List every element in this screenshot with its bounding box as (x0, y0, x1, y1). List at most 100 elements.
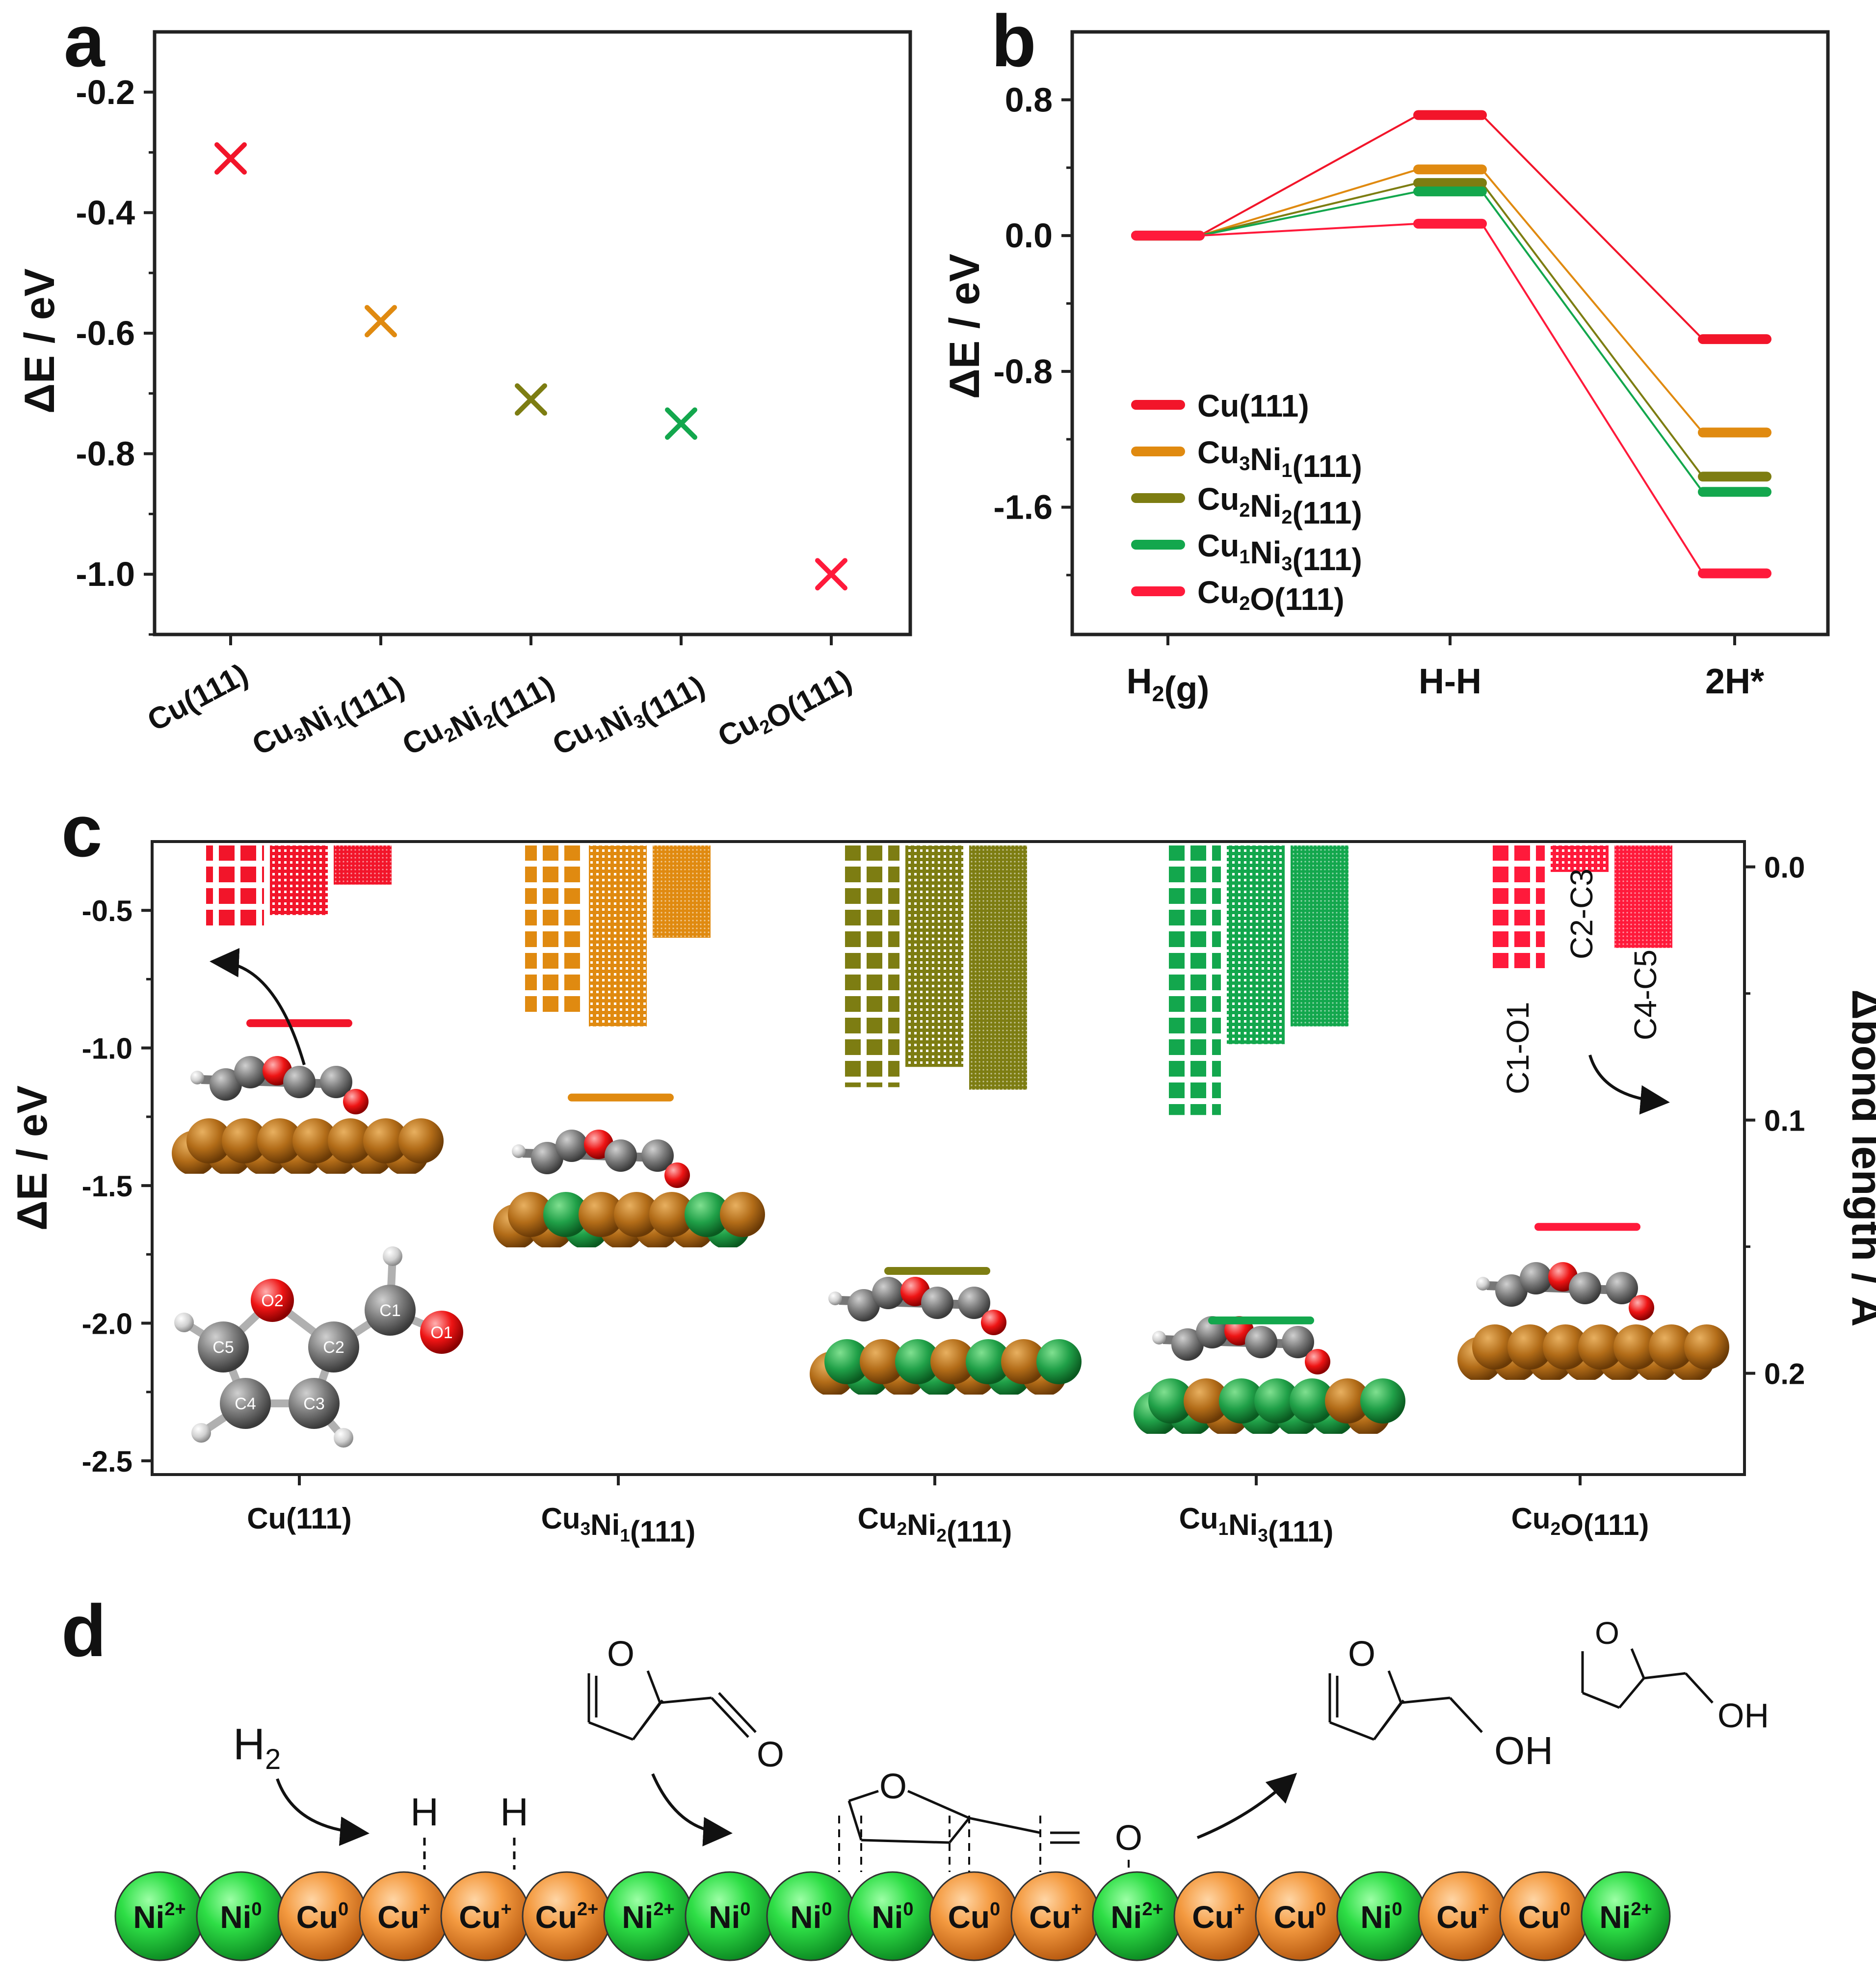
o-atom (1305, 1349, 1330, 1374)
c-atom (1245, 1326, 1277, 1358)
c-atom (605, 1139, 637, 1172)
cu-sphere: Cu+ (1418, 1871, 1508, 1961)
cu-sphere: Cu+ (1010, 1871, 1101, 1961)
panel-a-marker-cu2ni2 (515, 383, 547, 416)
panel-a-marker-cu111 (214, 142, 247, 175)
cu-sphere: Cu2+ (522, 1871, 612, 1961)
ring-bond (1630, 1648, 1645, 1679)
adsorption-structure (805, 1277, 1082, 1424)
furfural-atom-label: C2 (323, 1338, 344, 1357)
cu-atom (930, 1339, 976, 1384)
adsorption-structure (1453, 1262, 1729, 1409)
panel-b-connector (1481, 223, 1704, 574)
c-atom (847, 1289, 880, 1321)
panel-c-ylabel-right: Δbond length / Å (1843, 989, 1876, 1327)
panel-c-frame (151, 840, 1746, 1476)
o-atom (420, 1311, 463, 1354)
furfural-atom-label: O1 (430, 1323, 452, 1342)
panel-a-marker-cu2o (815, 558, 847, 591)
side-bond (660, 1696, 712, 1704)
panel-c-x-ticks: Cu(111) Cu3Ni1(111) Cu2Ni2(111) Cu1Ni3(111)… (247, 1475, 1649, 1548)
panel-a-marker-cu1ni3 (665, 407, 697, 440)
c-atom (1520, 1262, 1552, 1294)
c-atom (872, 1277, 904, 1309)
cu-atom (614, 1192, 659, 1237)
panel-c-bond-label: C1-O1 (1500, 1002, 1535, 1095)
ni-atom (895, 1339, 940, 1384)
c-atom (1495, 1274, 1528, 1307)
panel-a-chart: a ΔE / eV -0.2-0.4-0.6-0.8-1.0 Cu(111)Cu… (16, 0, 912, 762)
cu-atom (579, 1192, 624, 1237)
cu-atom (1543, 1324, 1588, 1370)
cu-sphere: Cu0 (277, 1871, 368, 1961)
panel-a-marker-stroke (815, 558, 847, 591)
ni-atom (824, 1339, 870, 1384)
panel-b-legend-label: Cu1Ni3(111) (1197, 528, 1362, 577)
panel-a-y-tick-label: -0.6 (76, 314, 135, 352)
cu-atom (508, 1192, 553, 1237)
o-atom (343, 1089, 369, 1114)
panel-a-x-ticks: Cu(111)Cu3Ni1(111)Cu2Ni2(111)Cu1Ni3(111)… (142, 634, 857, 762)
panel-c-bar-c2-c3 (270, 845, 328, 915)
adsorbed-h-label: H (410, 1790, 439, 1834)
c-atom (198, 1321, 249, 1372)
panel-c-ylabel: ΔE / eV (9, 1085, 56, 1231)
ni-sphere: Ni0 (766, 1871, 856, 1961)
oh-label: OH (1494, 1729, 1553, 1772)
c-atom (641, 1139, 674, 1172)
sphere-label: Cu+ (1029, 1899, 1082, 1935)
ni-atom (966, 1339, 1011, 1384)
cu-atom (1649, 1324, 1694, 1370)
panel-c-bond-label: C2-C3 (1564, 869, 1599, 959)
ni-atom (1290, 1378, 1335, 1424)
panel-a-y-tick-label: -1.0 (76, 555, 135, 593)
sphere-label: Cu2+ (535, 1899, 599, 1935)
panel-b-connector (1199, 222, 1419, 237)
c-atom (921, 1287, 953, 1319)
slab-cut (1129, 1434, 1394, 1463)
c-atom (1606, 1272, 1638, 1304)
panel-c-bond-bars (206, 845, 1672, 1115)
sphere-label: Cu0 (948, 1899, 1000, 1935)
cu-atom (1507, 1324, 1553, 1370)
ni-atom (685, 1192, 730, 1237)
c-atom (289, 1378, 340, 1429)
panel-b-connector (1481, 190, 1704, 493)
cu-atom (1684, 1324, 1729, 1370)
panel-b-connector (1481, 168, 1704, 433)
ni-sphere: Ni2+ (603, 1871, 693, 1961)
panel-d-scheme: d Ni2+ Ni0 Cu0 Cu+ Cu+ Cu2+ Ni2+ Ni0 Ni0 Ni0 Cu0 Cu… (61, 1589, 1769, 1961)
panel-c-y-tick-label: -1.5 (82, 1170, 132, 1203)
panel-label-a: a (64, 0, 106, 82)
panel-b-y-tick-label: -0.8 (993, 352, 1053, 391)
o-label: O (607, 1635, 634, 1674)
side-bond (718, 1692, 757, 1733)
panel-c-y-tick-right-label: 0.2 (1764, 1358, 1805, 1391)
cu-sphere: Cu0 (1255, 1871, 1345, 1961)
ni-sphere: Ni0 (685, 1871, 775, 1961)
panel-c-bar-c4-c5 (1291, 845, 1348, 1027)
c-atom (1282, 1326, 1314, 1358)
panel-b-x-tick-label: 2H* (1705, 662, 1764, 701)
ni-atom (1148, 1378, 1193, 1424)
cu-atom (292, 1118, 338, 1163)
cu-sphere: Cu0 (1499, 1871, 1589, 1961)
arrow-furfural (651, 1773, 733, 1847)
panel-b-legend-label: Cu2Ni2(111) (1197, 481, 1362, 530)
ring-bond (847, 1800, 863, 1841)
h-atom (190, 1071, 204, 1084)
panel-b-y-tick-label: -1.6 (993, 488, 1053, 527)
c-atom (365, 1285, 416, 1336)
h-atom (334, 1428, 353, 1448)
panel-c-bar-c2-c3 (905, 845, 963, 1067)
ring-bond (1387, 1670, 1402, 1703)
ring-bond (1380, 1699, 1404, 1731)
panel-c-chart: c ΔE / eV Δbond length / Å -0.5-1.0-1.5-… (9, 790, 1876, 1548)
ni-sphere: Ni0 (1336, 1871, 1427, 1961)
slab-cut (805, 1395, 1070, 1424)
cu-atom (222, 1118, 267, 1163)
o-label: O (1595, 1615, 1619, 1651)
oh-label: OH (1717, 1696, 1769, 1735)
panel-c-bar-c2-c3 (589, 845, 647, 1027)
